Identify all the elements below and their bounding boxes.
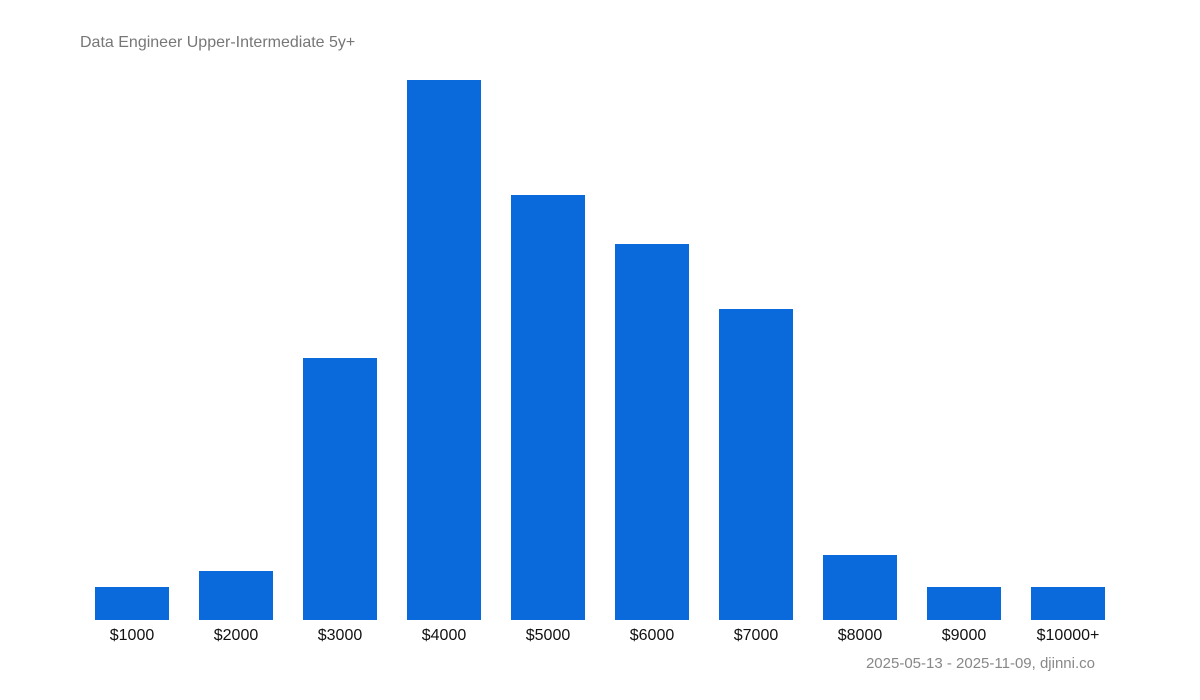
bar (1031, 587, 1105, 620)
chart-footer: 2025-05-13 - 2025-11-09, djinni.co (865, 655, 1095, 672)
x-tick-label: $3000 (317, 627, 363, 644)
bar (407, 80, 481, 620)
chart-title: Data Engineer Upper-Intermediate 5y+ (80, 34, 356, 51)
x-tick-label: $7000 (733, 627, 779, 644)
x-tick-label: $2000 (213, 627, 259, 644)
x-tick-label: $10000+ (1036, 627, 1100, 644)
bar (303, 358, 377, 620)
x-tick-label: $4000 (421, 627, 467, 644)
x-tick-label: $5000 (525, 627, 571, 644)
bar (823, 555, 897, 620)
x-tick-label: $6000 (629, 627, 675, 644)
bar (511, 195, 585, 620)
x-tick-label: $9000 (941, 627, 987, 644)
bar (95, 587, 169, 620)
bar (719, 309, 793, 620)
bar (199, 571, 273, 620)
x-tick-label: $1000 (109, 627, 155, 644)
bar (615, 244, 689, 620)
bar (927, 587, 1001, 620)
plot-area (80, 60, 1120, 620)
x-tick-label: $8000 (837, 627, 883, 644)
